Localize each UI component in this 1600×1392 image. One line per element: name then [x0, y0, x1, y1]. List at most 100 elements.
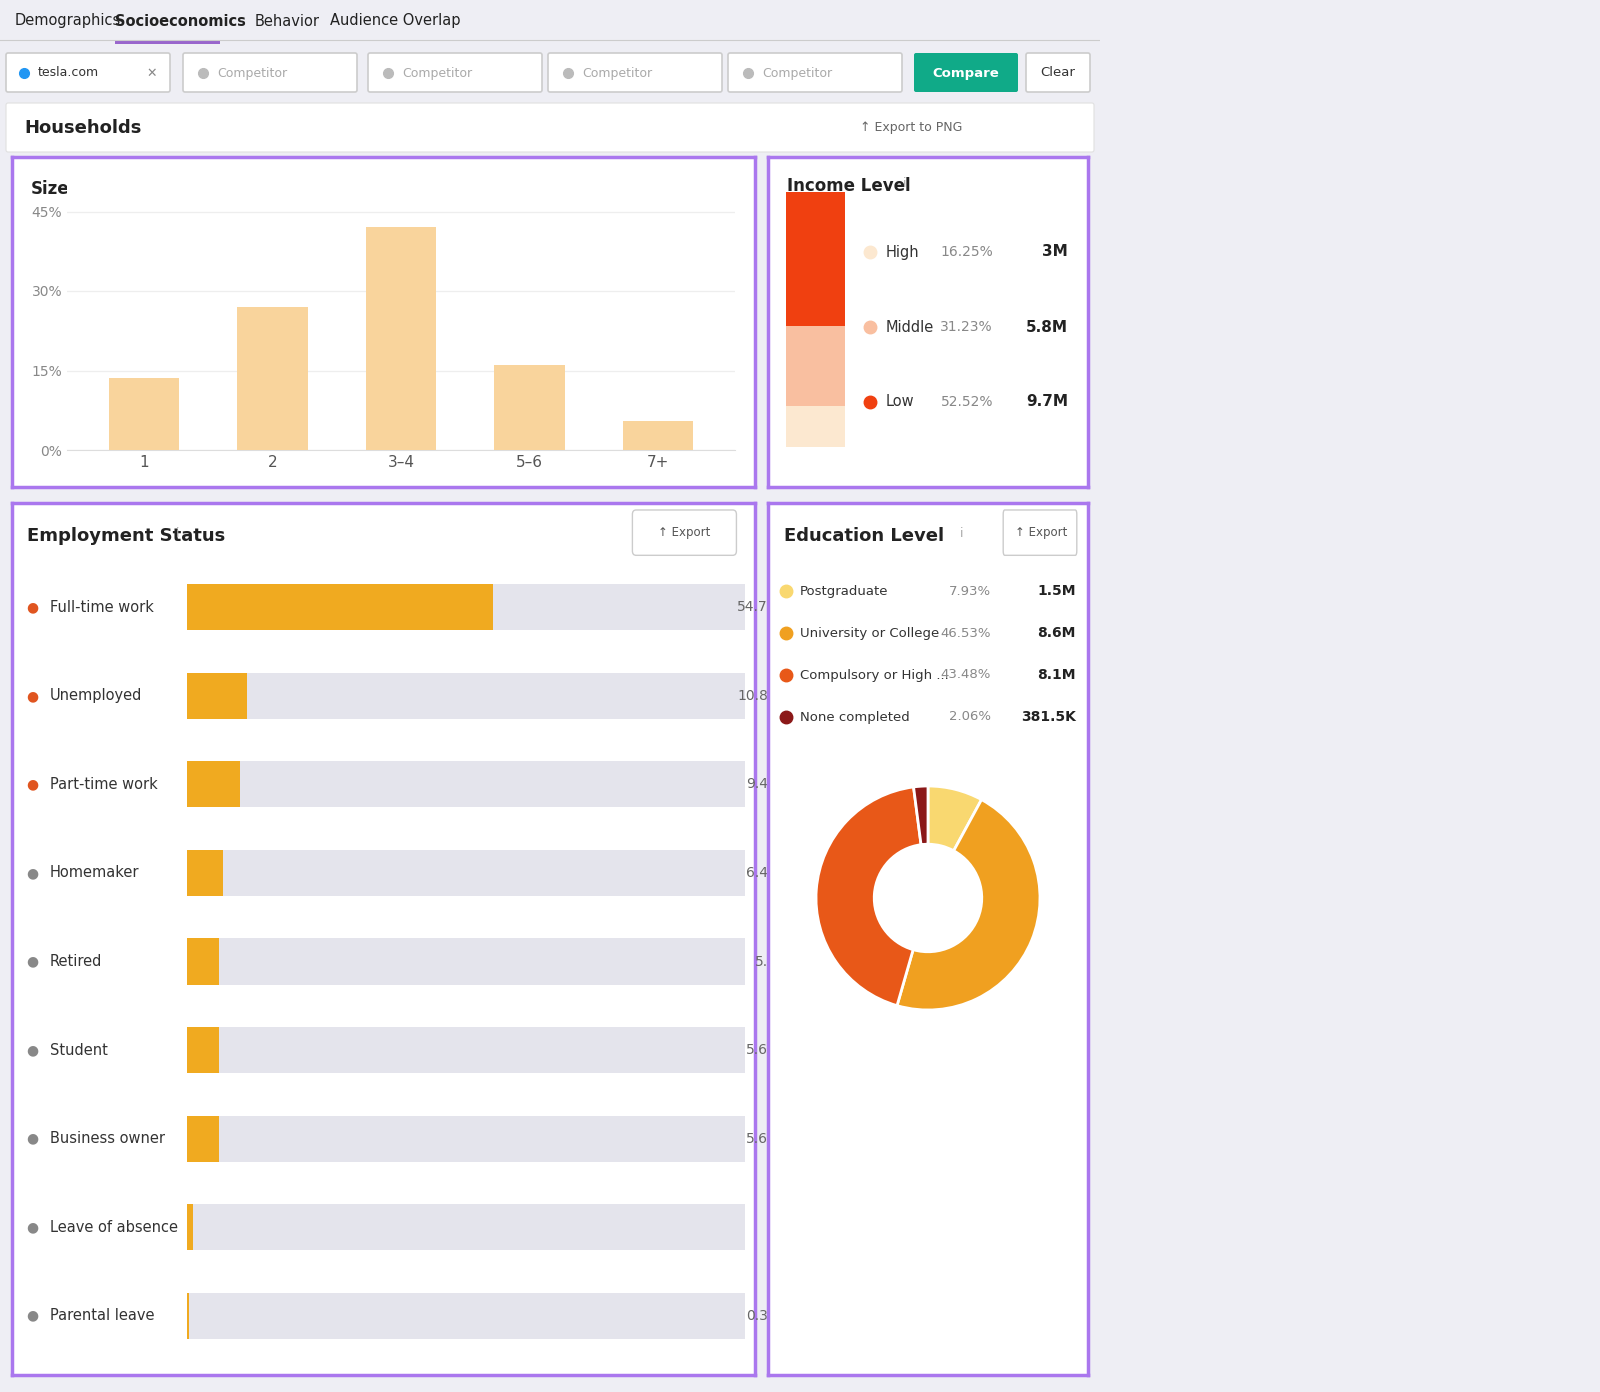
Text: Postgraduate: Postgraduate: [800, 585, 888, 597]
Text: 6.44%: 6.44%: [746, 866, 790, 880]
Text: 16.25%: 16.25%: [941, 245, 994, 259]
Bar: [187, 1204, 746, 1250]
Bar: [187, 672, 746, 718]
Text: ↑ Export: ↑ Export: [1016, 526, 1067, 539]
FancyBboxPatch shape: [728, 53, 902, 92]
Text: Clear: Clear: [1040, 67, 1075, 79]
Text: 9.49%: 9.49%: [746, 777, 790, 792]
Text: 5.8%: 5.8%: [755, 955, 790, 969]
Bar: [187, 1115, 746, 1162]
Bar: [187, 761, 746, 807]
Text: 54.78%: 54.78%: [738, 600, 790, 614]
Text: Full-time work: Full-time work: [50, 600, 154, 615]
Bar: [187, 761, 240, 807]
Text: 2M: 2M: [813, 688, 838, 703]
Text: 5.65%: 5.65%: [746, 1132, 790, 1146]
Text: ●: ●: [26, 600, 38, 614]
Text: 1.8M: 1.8M: [797, 777, 838, 792]
Text: ●: ●: [26, 1308, 38, 1322]
Text: 186.1K: 186.1K: [781, 1219, 838, 1235]
Bar: [786, 326, 845, 405]
Text: Size: Size: [30, 180, 69, 198]
Text: None completed: None completed: [800, 710, 910, 724]
Bar: [187, 1293, 746, 1339]
Bar: [366, 227, 437, 450]
Text: ●: ●: [26, 955, 38, 969]
Text: University or College: University or College: [800, 626, 939, 639]
Bar: [786, 192, 845, 326]
Text: Compare: Compare: [933, 67, 1000, 79]
Text: Retired: Retired: [50, 954, 102, 969]
Text: ↑ Export: ↑ Export: [658, 526, 710, 539]
Bar: [187, 851, 222, 896]
Text: Unemployed: Unemployed: [50, 688, 142, 703]
Bar: [187, 1293, 189, 1339]
Text: Competitor: Competitor: [762, 67, 832, 79]
Text: 381.5K: 381.5K: [1021, 710, 1075, 724]
FancyBboxPatch shape: [914, 53, 1018, 92]
Text: 9.7M: 9.7M: [1026, 394, 1069, 409]
Text: 3M: 3M: [1042, 245, 1069, 259]
Bar: [622, 420, 693, 450]
Text: Income Level: Income Level: [787, 177, 910, 195]
Text: Student: Student: [50, 1043, 107, 1058]
Bar: [115, 40, 221, 45]
Bar: [187, 851, 746, 896]
Text: Homemaker: Homemaker: [50, 866, 139, 881]
Text: 10.82%: 10.82%: [738, 689, 790, 703]
Text: 7.93%: 7.93%: [949, 585, 990, 597]
Text: 62.6K: 62.6K: [790, 1308, 838, 1324]
Text: 5.67%: 5.67%: [746, 1043, 790, 1057]
FancyBboxPatch shape: [182, 53, 357, 92]
Text: Audience Overlap: Audience Overlap: [330, 14, 461, 28]
FancyBboxPatch shape: [632, 509, 736, 555]
Text: 5.8M: 5.8M: [1026, 320, 1069, 334]
Bar: [187, 1027, 746, 1073]
Text: 1M: 1M: [813, 1132, 838, 1146]
Bar: [187, 585, 746, 631]
Bar: [494, 365, 565, 450]
Bar: [187, 585, 493, 631]
Text: 52.52%: 52.52%: [941, 395, 994, 409]
Bar: [187, 1204, 192, 1250]
Text: i: i: [902, 177, 906, 189]
Text: Business owner: Business owner: [50, 1132, 165, 1146]
FancyBboxPatch shape: [6, 103, 1094, 152]
Text: Part-time work: Part-time work: [50, 777, 158, 792]
Text: Low: Low: [886, 394, 915, 409]
Wedge shape: [898, 799, 1040, 1011]
Bar: [187, 938, 746, 984]
Bar: [187, 672, 248, 718]
Text: ●: ●: [26, 1043, 38, 1057]
Text: 10.1M: 10.1M: [787, 600, 838, 615]
Text: ●: ●: [26, 866, 38, 880]
Text: 1%: 1%: [768, 1221, 790, 1235]
Wedge shape: [928, 786, 981, 851]
Text: Socioeconomics: Socioeconomics: [115, 14, 246, 28]
Text: ●: ●: [26, 1132, 38, 1146]
Text: ↑ Export to PNG: ↑ Export to PNG: [861, 121, 962, 135]
FancyBboxPatch shape: [368, 53, 542, 92]
Text: 0.34%: 0.34%: [746, 1308, 790, 1322]
FancyBboxPatch shape: [1026, 53, 1090, 92]
Text: Competitor: Competitor: [218, 67, 286, 79]
Text: Education Level: Education Level: [784, 526, 944, 544]
Text: ●: ●: [26, 777, 38, 792]
FancyBboxPatch shape: [1003, 509, 1077, 555]
Text: 1.1M: 1.1M: [797, 954, 838, 969]
Text: tesla.com: tesla.com: [38, 67, 99, 79]
Text: 2.06%: 2.06%: [949, 710, 990, 724]
Text: ●: ●: [26, 689, 38, 703]
Bar: [187, 1027, 219, 1073]
Text: 46.53%: 46.53%: [941, 626, 990, 639]
Bar: [109, 379, 179, 450]
Text: 8.1M: 8.1M: [1037, 668, 1075, 682]
FancyBboxPatch shape: [6, 53, 170, 92]
Text: ✕: ✕: [147, 67, 157, 79]
Text: Demographics: Demographics: [14, 14, 122, 28]
Bar: [187, 938, 219, 984]
Text: 1.1M: 1.1M: [797, 1043, 838, 1058]
Text: Leave of absence: Leave of absence: [50, 1219, 178, 1235]
Text: Middle: Middle: [886, 320, 934, 334]
Text: Parental leave: Parental leave: [50, 1308, 155, 1324]
